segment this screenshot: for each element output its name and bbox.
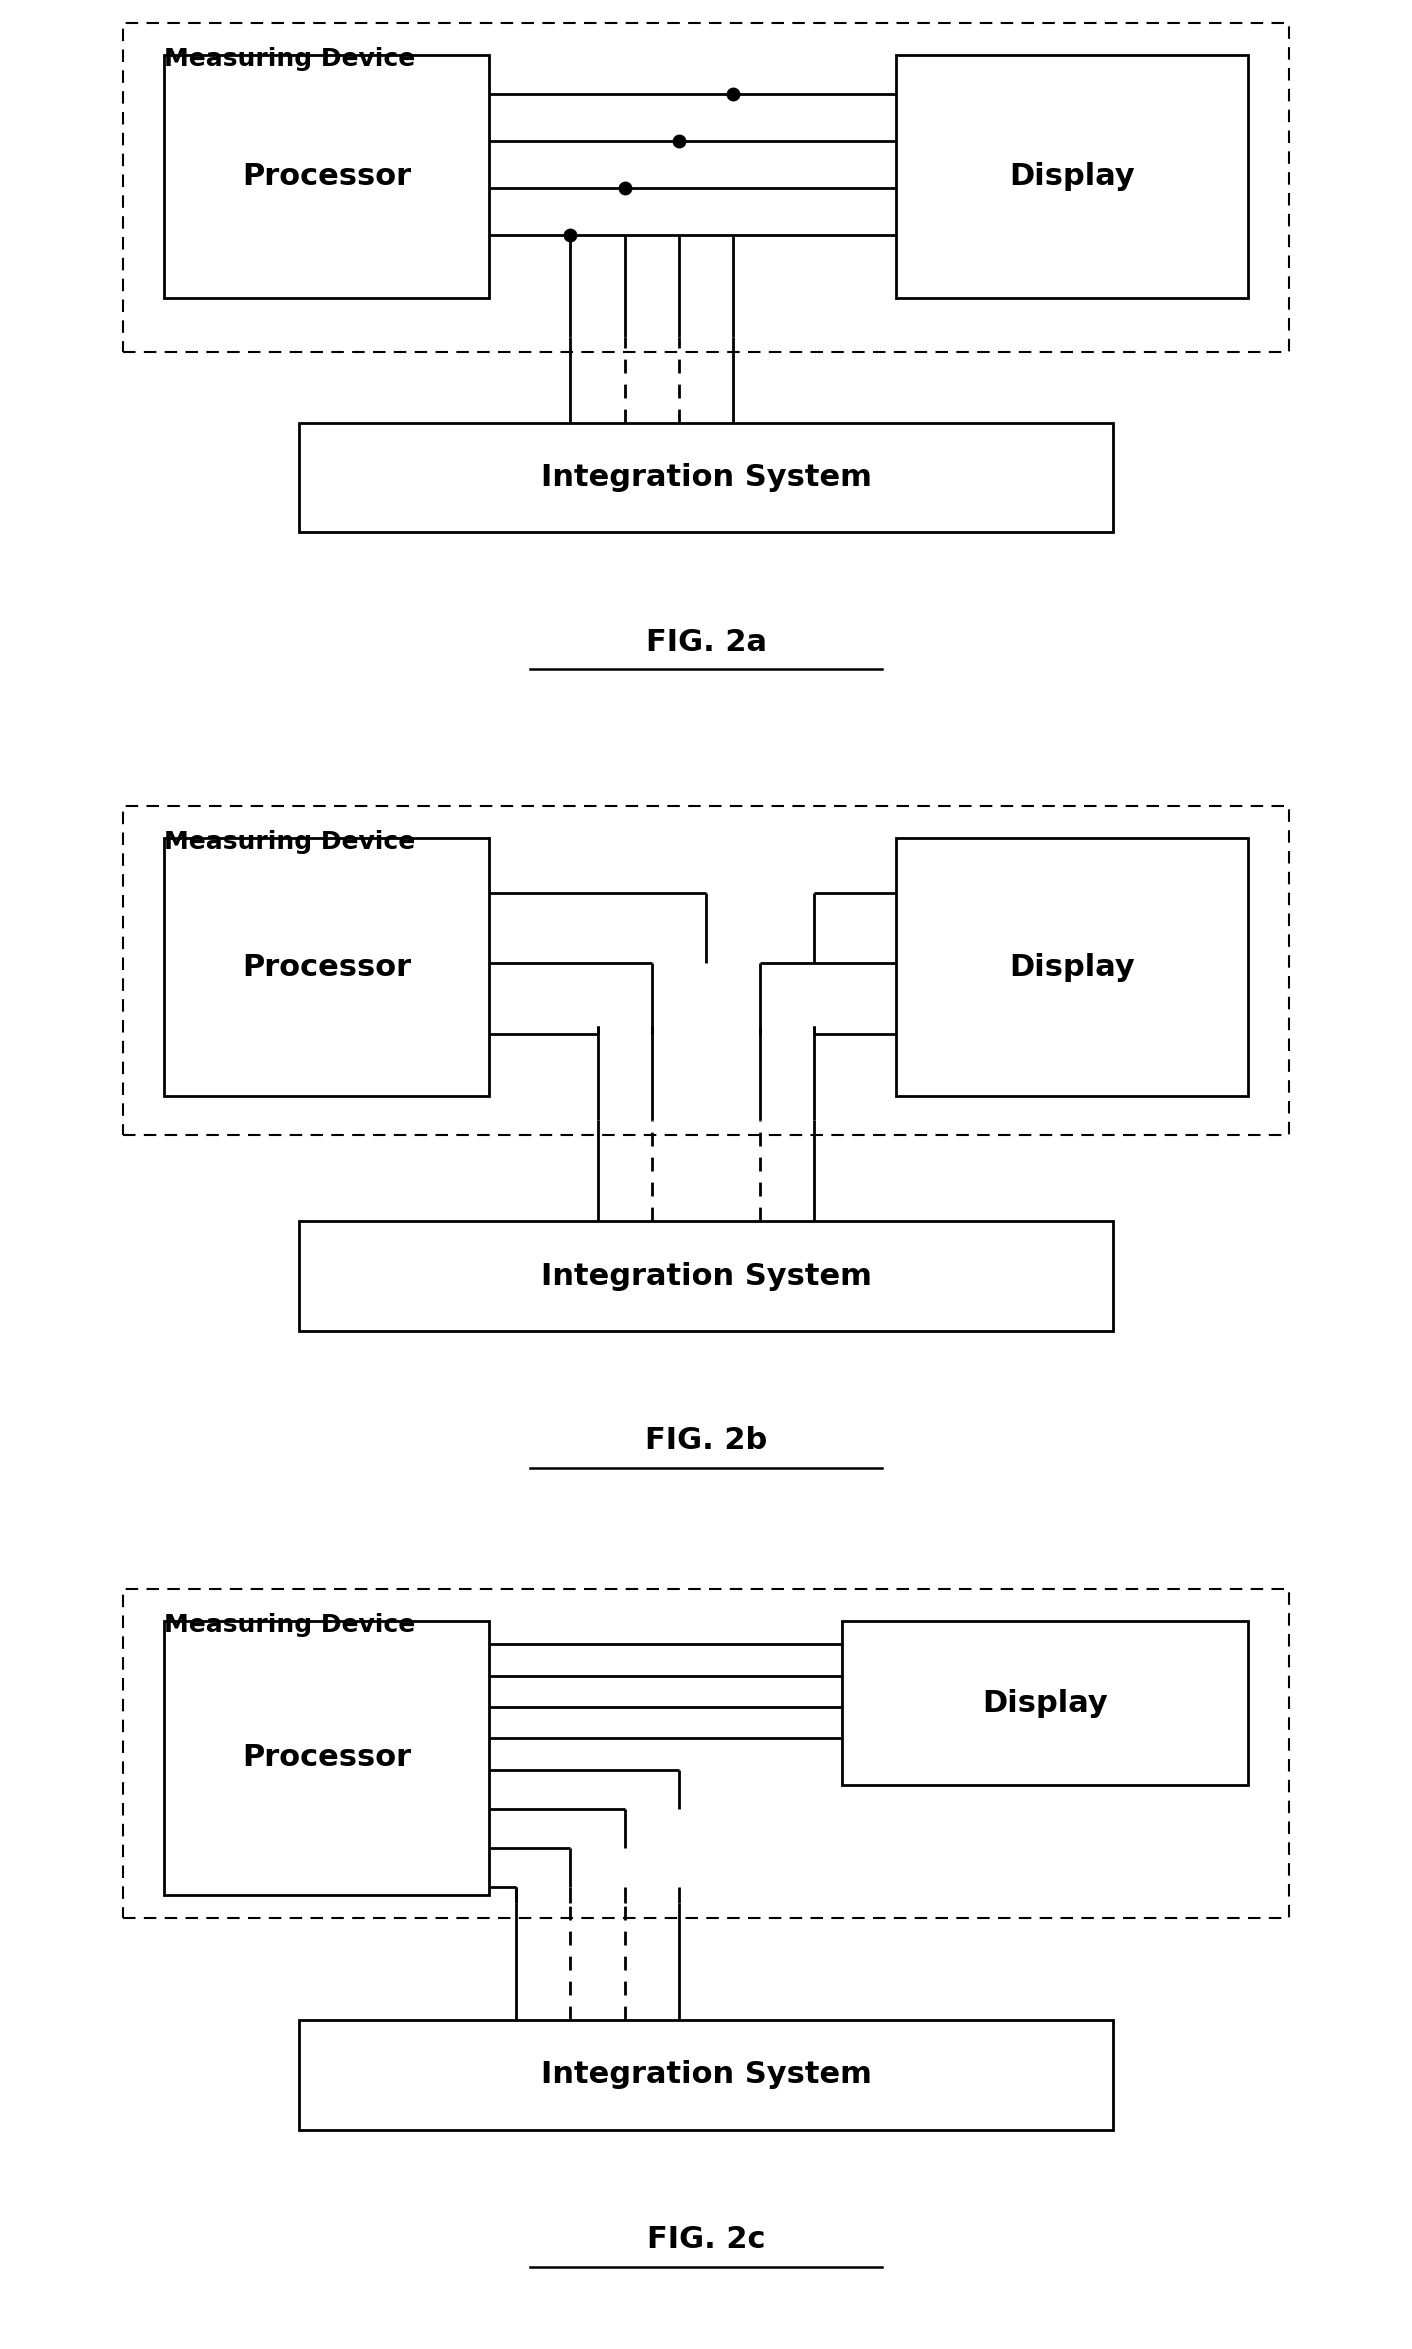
Text: Display: Display [981,1689,1108,1717]
Bar [895,54,1248,298]
Text: FIG. 2b: FIG. 2b [645,1426,767,1456]
Bar [842,1621,1248,1785]
Text: Integration System: Integration System [541,2060,871,2091]
Text: FIG. 2a: FIG. 2a [645,627,767,658]
Text: Measuring Device: Measuring Device [164,829,415,855]
Bar [164,54,489,298]
Bar [164,1621,489,1896]
Text: Processor: Processor [241,162,411,190]
Bar [299,2020,1113,2131]
Bar [895,839,1248,1097]
Text: Processor: Processor [241,1743,411,1773]
Bar [299,423,1113,533]
Text: Processor: Processor [241,951,411,982]
Bar [123,806,1289,1135]
Bar [123,23,1289,352]
Text: FIG. 2c: FIG. 2c [647,2225,765,2255]
Text: Integration System: Integration System [541,463,871,493]
Bar [299,1221,1113,1332]
Text: Measuring Device: Measuring Device [164,47,415,70]
Text: Integration System: Integration System [541,1261,871,1292]
Bar [164,839,489,1097]
Text: Measuring Device: Measuring Device [164,1614,415,1637]
Text: Display: Display [1010,951,1135,982]
Bar [123,1590,1289,1919]
Text: Display: Display [1010,162,1135,190]
